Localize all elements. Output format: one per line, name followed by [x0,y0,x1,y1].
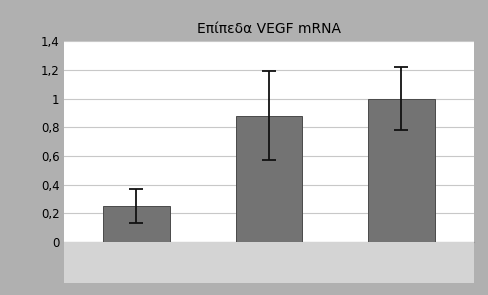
Bar [367,99,434,242]
Bar [103,206,169,242]
Bar [235,116,302,242]
Title: Επίπεδα VEGF mRNA: Επίπεδα VEGF mRNA [197,22,340,36]
